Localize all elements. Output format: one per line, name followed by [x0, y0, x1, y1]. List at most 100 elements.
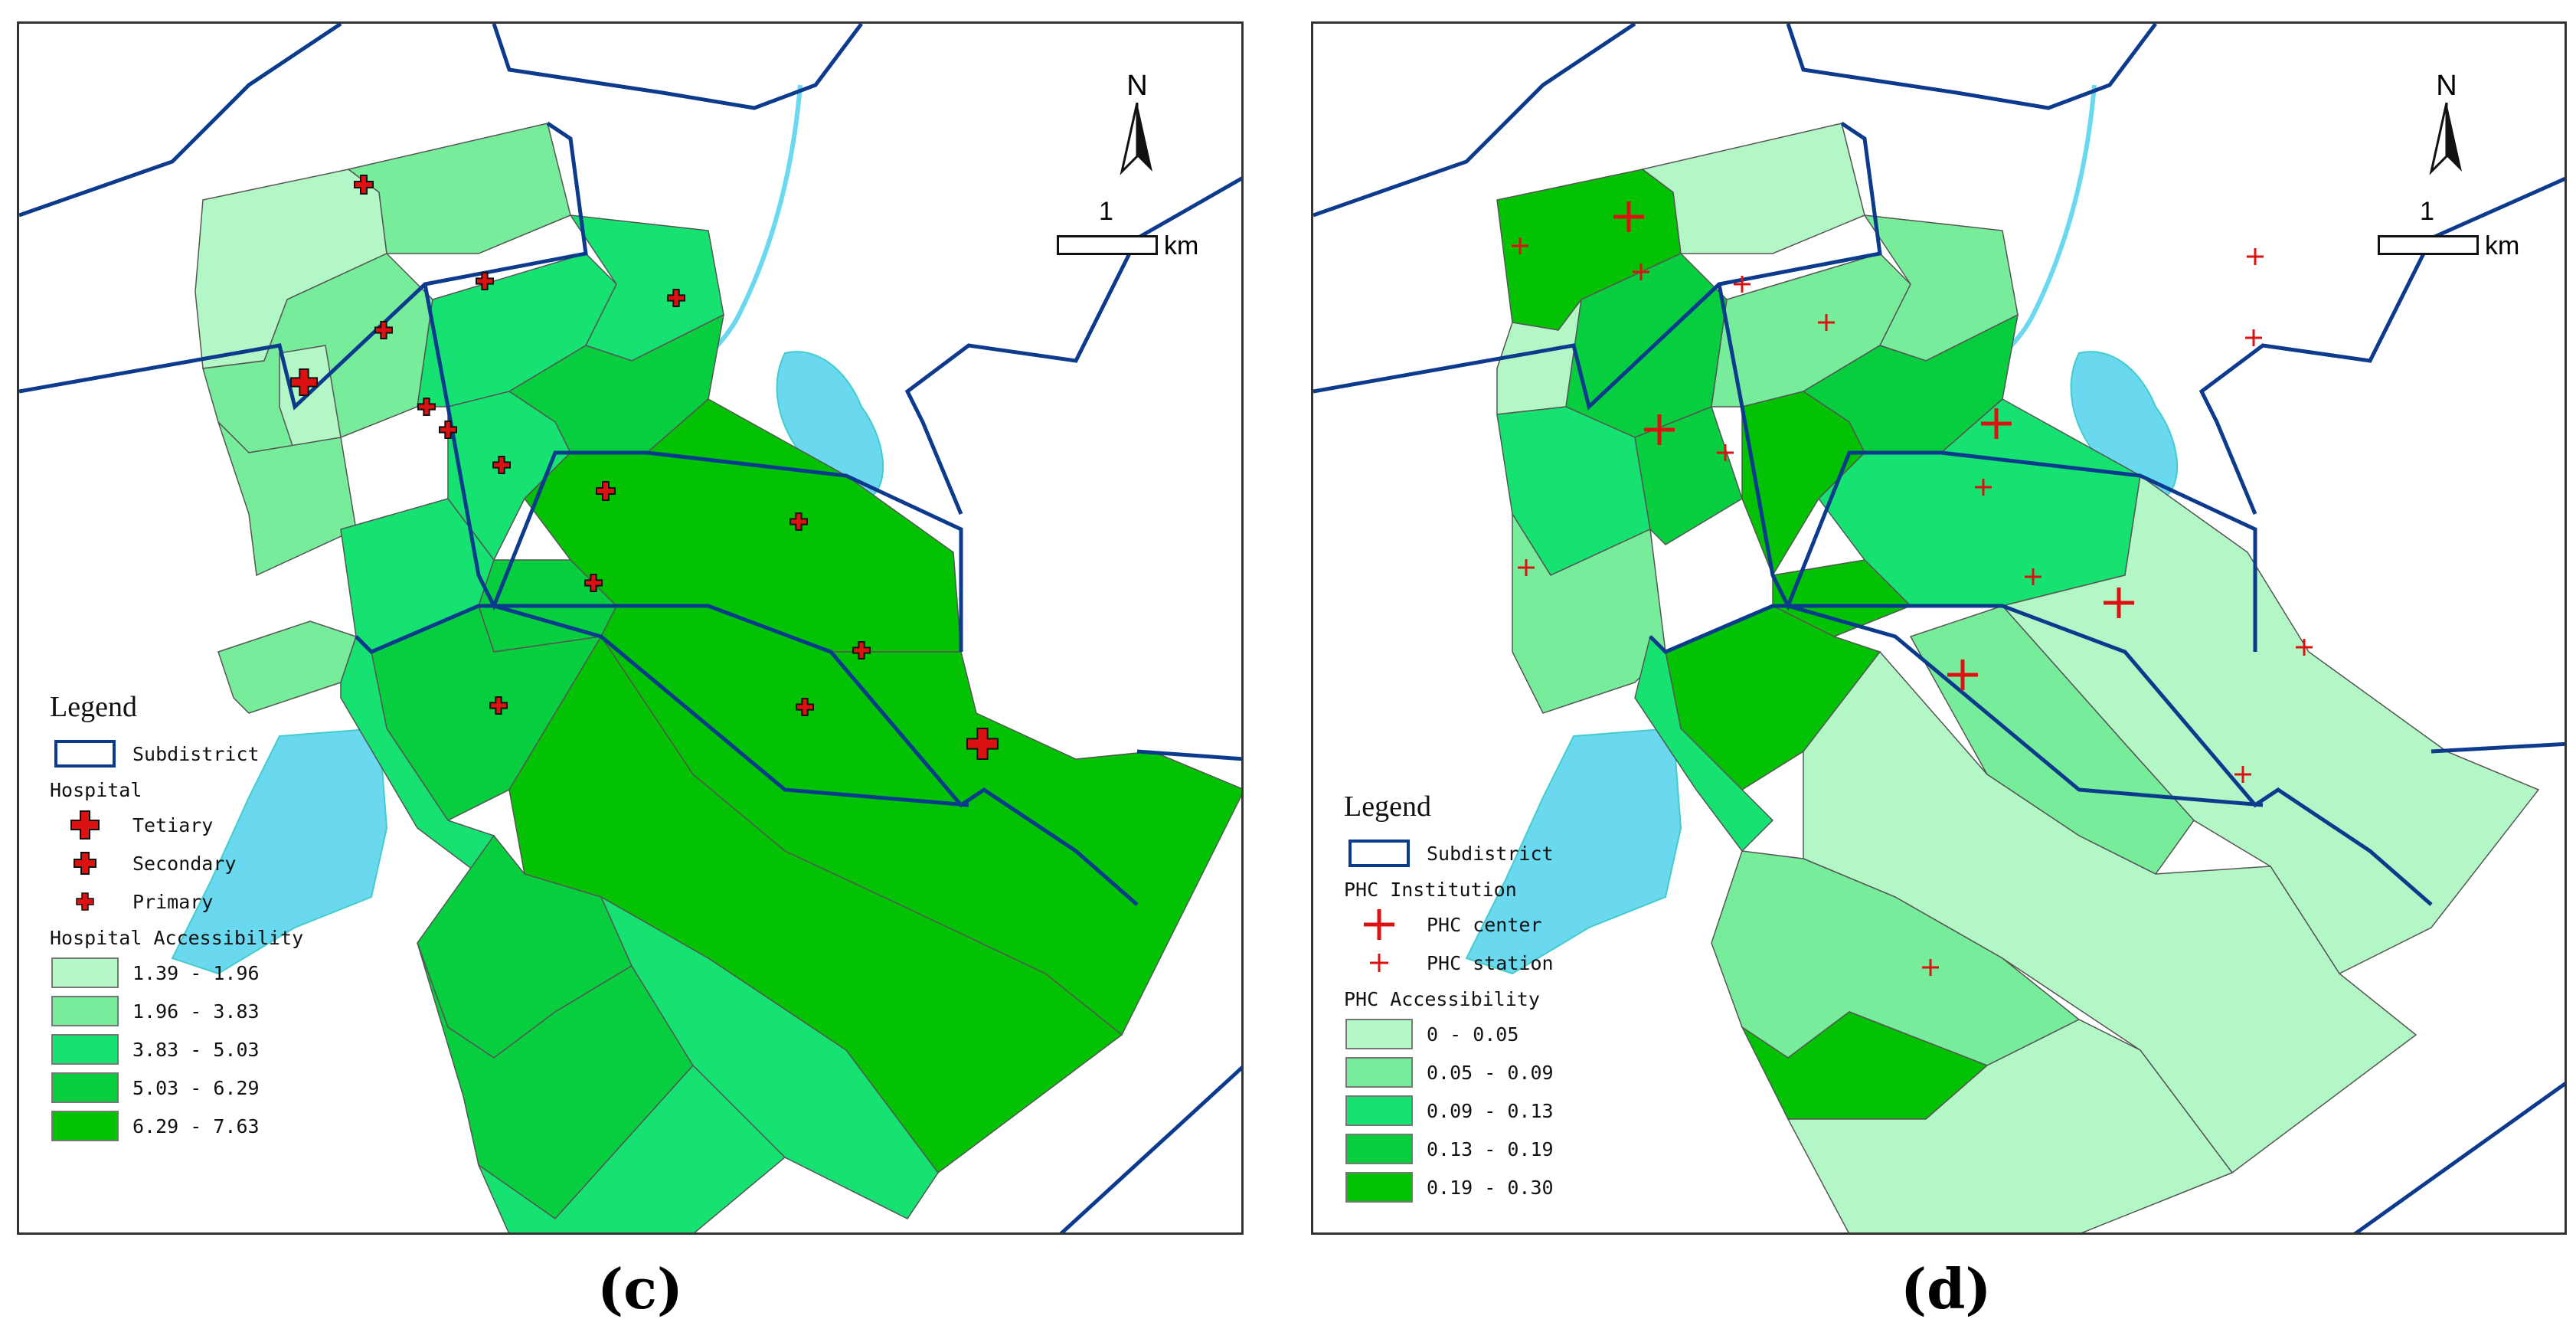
class-swatch [1345, 1057, 1413, 1088]
phc-marker [1633, 263, 1649, 280]
north-arrow-icon [1120, 102, 1152, 175]
north-label: N [2436, 70, 2457, 102]
subdistrict-boundary [423, 283, 963, 652]
subdistrict-boundary [2353, 1082, 2565, 1232]
hospital-marker [290, 368, 318, 396]
phc-marker [2296, 639, 2313, 656]
legend-subdistrict-row: Subdistrict [50, 735, 303, 773]
phc-marker [1518, 559, 1535, 576]
north-label: N [1126, 70, 1148, 102]
legend-class-row: 1.96 - 3.83 [50, 992, 303, 1030]
legend-d: Legend Subdistrict PHC Institution PHC c… [1344, 790, 1554, 1206]
map-panel-c: N 1 km Legend Subdistrict Hospital Tetia… [17, 21, 1244, 1235]
subdistrict-boundary [19, 24, 342, 218]
legend-class-row: 0.09 - 0.13 [1344, 1092, 1554, 1130]
panel-caption-d: (d) [1901, 1256, 1992, 1321]
legend-facility-row: Secondary [50, 844, 303, 882]
legend-facility-row: Primary [50, 882, 303, 921]
phc-marker [2025, 568, 2042, 585]
phc-marker [1644, 414, 1675, 445]
phc-marker [1717, 444, 1734, 461]
legend-facility-label: Secondary [132, 852, 237, 875]
tract [1634, 406, 1743, 545]
legend-facility-label: Tetiary [132, 813, 214, 836]
hospital-marker [374, 321, 393, 339]
small-thin-cross-icon [1370, 954, 1388, 972]
hospital-marker [667, 289, 685, 307]
large-thin-cross-icon [1364, 909, 1394, 940]
legend-class-row: 5.03 - 6.29 [50, 1069, 303, 1107]
legend-subdistrict-row: Subdistrict [1344, 834, 1554, 872]
legend-facility-row: PHC center [1344, 905, 1554, 944]
legend-subdistrict-label: Subdistrict [1427, 842, 1554, 865]
subdistrict-boundary [1786, 24, 2157, 110]
phc-marker [1981, 408, 2012, 439]
legend-class-label: 1.39 - 1.96 [132, 961, 260, 984]
hospital-marker [476, 272, 494, 290]
tract [1787, 1019, 2234, 1232]
class-swatch [51, 1034, 119, 1065]
phc-marker [2245, 329, 2262, 346]
scale-unit: km [2485, 231, 2520, 260]
legend-facility-label: PHC station [1427, 951, 1554, 974]
subdistrict-boundary [1649, 604, 2264, 807]
phc-marker [2247, 248, 2264, 265]
legend-facility-label: Primary [132, 890, 214, 913]
phc-marker [1975, 479, 1992, 496]
legend-title: Legend [50, 691, 137, 723]
phc-marker [1613, 201, 1644, 232]
hospital-marker [354, 175, 374, 195]
phc-marker [1512, 237, 1528, 254]
scale-value: 1 [1099, 197, 1113, 226]
legend-class-row: 3.83 - 5.03 [50, 1030, 303, 1069]
legend-class-row: 1.39 - 1.96 [50, 954, 303, 992]
legend-facility-heading: Hospital [50, 779, 142, 801]
legend-class-row: 6.29 - 7.63 [50, 1107, 303, 1145]
phc-marker [2104, 588, 2134, 618]
subdistrict-boundary [1059, 1065, 1241, 1232]
subdistrict-symbol [1348, 840, 1410, 867]
scale-bar: 1 km [2378, 197, 2531, 281]
map-panel-d: N 1 km Legend Subdistrict PHC Institutio… [1311, 21, 2567, 1235]
class-swatch [1345, 1172, 1413, 1203]
class-swatch [51, 1072, 119, 1103]
subdistrict-boundary [355, 604, 969, 807]
panel-caption-c: (c) [597, 1256, 683, 1321]
water-lake-southwest [1465, 727, 1682, 975]
legend-class-label: 0.19 - 0.30 [1427, 1176, 1554, 1199]
class-swatch [1345, 1019, 1413, 1049]
legend-class-label: 0.09 - 0.13 [1427, 1099, 1554, 1122]
hospital-marker [852, 641, 871, 660]
small-red-cross-icon [76, 892, 94, 911]
class-swatch [51, 996, 119, 1026]
scale-value: 1 [2420, 197, 2434, 226]
legend-class-row: 0.05 - 0.09 [1344, 1053, 1554, 1092]
legend-accessibility-heading: PHC Accessibility [1344, 988, 1540, 1010]
hospital-marker [796, 698, 814, 716]
hospital-marker [492, 456, 511, 474]
legend-class-label: 6.29 - 7.63 [132, 1115, 260, 1137]
scale-bar-rect [1057, 235, 1158, 255]
legend-class-label: 5.03 - 6.29 [132, 1076, 260, 1099]
water-lake-southwest [171, 727, 388, 975]
legend-accessibility-heading: Hospital Accessibility [50, 927, 304, 949]
tract [600, 895, 939, 1219]
subdistrict-boundary [492, 24, 863, 110]
tract [1772, 559, 1912, 637]
north-arrow: N [1107, 70, 1168, 183]
scale-bar: 1 km [1057, 197, 1210, 281]
hospital-markers [290, 175, 999, 760]
scale-bar-rect [2378, 235, 2479, 255]
legend-subdistrict-label: Subdistrict [132, 742, 260, 765]
legend-facility-row: PHC station [1344, 944, 1554, 982]
legend-class-label: 3.83 - 5.03 [132, 1038, 260, 1061]
phc-marker [1947, 660, 1978, 690]
legend-class-label: 0.13 - 0.19 [1427, 1137, 1554, 1160]
legend-c: Legend Subdistrict Hospital Tetiary Seco… [50, 690, 303, 1145]
class-swatch [1345, 1095, 1413, 1126]
hospital-marker [489, 696, 508, 715]
north-arrow: N [2416, 70, 2477, 183]
legend-class-row: 0.19 - 0.30 [1344, 1168, 1554, 1206]
phc-marker [1818, 314, 1835, 331]
hospital-marker [584, 574, 603, 592]
